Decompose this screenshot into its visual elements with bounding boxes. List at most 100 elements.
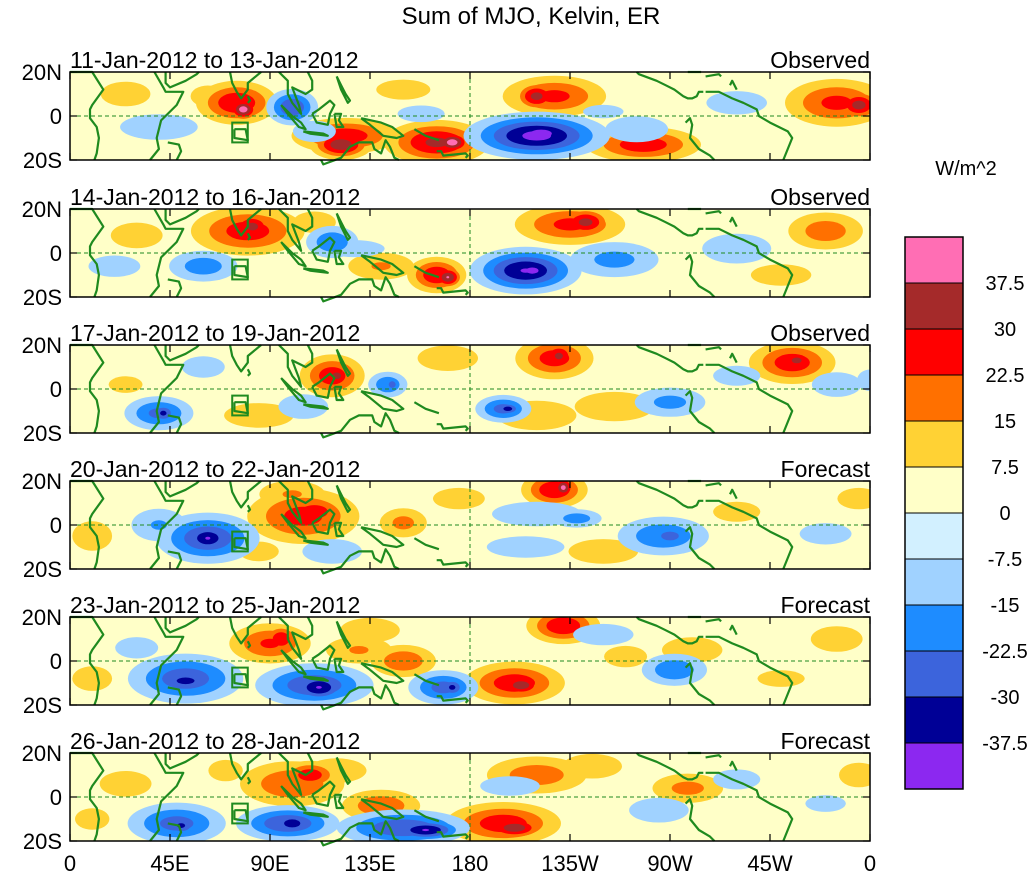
coastline	[311, 508, 336, 535]
coastline	[333, 793, 345, 810]
panel-status: Observed	[770, 320, 870, 346]
coastline	[70, 479, 105, 570]
coastline	[167, 550, 183, 570]
coastline	[436, 559, 469, 568]
anomaly-contour	[837, 487, 870, 510]
anomaly-contour	[110, 222, 163, 249]
y-tick-label: 20N	[22, 333, 62, 358]
coastline	[705, 482, 722, 487]
coastline	[246, 776, 252, 785]
coastline	[729, 352, 738, 364]
coastline	[149, 480, 185, 570]
coastline	[278, 71, 314, 115]
colorbar-swatch	[904, 236, 964, 284]
anomaly-contour	[224, 403, 294, 428]
coastlines	[70, 207, 794, 303]
anomaly-contour	[184, 257, 222, 275]
anomaly-contour	[330, 139, 352, 150]
anomaly-contour	[568, 539, 639, 564]
anomaly-contour	[425, 137, 448, 148]
contour-field	[72, 617, 863, 705]
coastline	[164, 616, 200, 634]
coastline	[333, 521, 345, 538]
coastline	[311, 644, 336, 671]
anomaly-contour	[302, 539, 362, 564]
coastline	[635, 208, 704, 237]
coastline	[70, 343, 105, 434]
anomaly-contour	[839, 762, 870, 788]
coastline	[705, 346, 722, 351]
coastline	[729, 760, 738, 772]
coastline	[167, 278, 183, 298]
coastline	[684, 254, 716, 298]
x-tick-label: 45W	[747, 851, 792, 876]
anomaly-contour	[702, 233, 772, 264]
index-box	[231, 121, 249, 144]
y-tick-label: 0	[50, 649, 62, 674]
anomaly-contour	[805, 795, 846, 812]
coastline	[684, 390, 716, 434]
coastline	[413, 401, 440, 415]
index-box	[231, 394, 249, 417]
panel-date-range: 11-Jan-2012 to 13-Jan-2012	[70, 47, 359, 73]
coastline	[360, 390, 405, 413]
panel-date-range: 23-Jan-2012 to 25-Jan-2012	[70, 592, 360, 618]
anomaly-contour	[554, 352, 563, 360]
coastline	[320, 548, 400, 575]
colorbar-swatch	[904, 650, 964, 698]
coastline	[333, 657, 345, 674]
coastline	[149, 616, 185, 706]
colorbar-swatch	[904, 282, 964, 330]
index-box	[231, 530, 249, 553]
coastline	[413, 128, 440, 142]
anomaly-contour	[563, 513, 591, 524]
coastline	[333, 385, 345, 402]
coastline	[360, 117, 405, 140]
anomaly-contour	[115, 637, 159, 659]
panel-1: 20N 0 20S 11-Jan-2012 to 13-Jan-2012 Observe…	[22, 47, 871, 173]
anomaly-contour	[99, 771, 152, 797]
colorbar-swatch	[904, 696, 964, 744]
anomaly-contour	[446, 139, 458, 146]
anomaly-contour	[298, 769, 322, 781]
coastline	[729, 216, 738, 228]
colorbar-level-label: 7.5	[991, 457, 1019, 479]
anomaly-contour	[300, 505, 328, 519]
coastline	[164, 344, 200, 362]
anomaly-contour	[449, 685, 456, 690]
coastlines	[70, 479, 794, 575]
panel-2: 20N 0 20S 14-Jan-2012 to 16-Jan-2012 Observe…	[22, 184, 871, 310]
anomaly-contour	[852, 100, 866, 110]
coastline	[705, 73, 722, 78]
anomaly-contour	[392, 516, 414, 530]
colorbar-level-label: -22.5	[982, 641, 1028, 663]
y-tick-label: 0	[50, 104, 62, 129]
anomaly-contour	[100, 81, 151, 107]
anomaly-contour	[376, 79, 431, 100]
panel-5: 20N 0 20S 23-Jan-2012 to 25-Jan-2012 Forecas…	[22, 592, 871, 718]
colorbar-level-label: -30	[991, 687, 1020, 709]
anomaly-contour	[88, 255, 141, 277]
anomaly-contour	[821, 95, 852, 110]
coastline	[278, 752, 314, 796]
anomaly-contour	[546, 617, 581, 635]
anomaly-contour	[417, 345, 478, 371]
coastline	[360, 526, 405, 549]
anomaly-contour	[503, 823, 526, 832]
coastline	[320, 684, 400, 711]
coastline	[228, 208, 262, 237]
anomaly-contour	[176, 677, 195, 685]
coastline	[335, 620, 352, 649]
anomaly-contour	[671, 781, 704, 795]
anomaly-contour	[486, 536, 565, 558]
anomaly-contour	[750, 264, 812, 286]
index-box	[231, 258, 249, 281]
anomaly-contour	[525, 267, 539, 274]
anomaly-contour	[530, 129, 552, 138]
coastline	[149, 752, 185, 842]
coastline	[311, 99, 336, 126]
coastline	[302, 403, 329, 410]
colorbar: W/m^2 37.5 30 22.5 15 7.5 0 -7.5 -15 -22.5 -30 -37…	[904, 158, 1028, 790]
coastline	[70, 615, 105, 706]
x-tick-label: 45E	[150, 851, 189, 876]
